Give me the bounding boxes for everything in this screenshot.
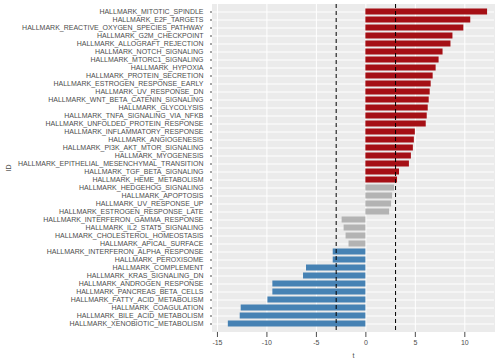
svg-text:ID: ID (5, 165, 12, 172)
svg-text:HALLMARK_MYOGENESIS: HALLMARK_MYOGENESIS (115, 152, 204, 160)
svg-text:HALLMARK_GLYCOLYSIS: HALLMARK_GLYCOLYSIS (119, 104, 204, 112)
svg-text:HALLMARK_PI3K_AKT_MTOR_SIGNALI: HALLMARK_PI3K_AKT_MTOR_SIGNALING (63, 144, 204, 152)
svg-text:0: 0 (364, 339, 368, 346)
svg-text:HALLMARK_E2F_TARGETS: HALLMARK_E2F_TARGETS (113, 16, 204, 24)
svg-text:HALLMARK_ANGIOGENESIS: HALLMARK_ANGIOGENESIS (108, 136, 204, 144)
svg-text:HALLMARK_INTERFERON_GAMMA_RESP: HALLMARK_INTERFERON_GAMMA_RESPONSE (43, 216, 204, 224)
svg-text:HALLMARK_APOPTOSIS: HALLMARK_APOPTOSIS (122, 192, 204, 200)
svg-text:HALLMARK_TNFA_SIGNALING_VIA_NF: HALLMARK_TNFA_SIGNALING_VIA_NFKB (64, 112, 204, 120)
svg-text:HALLMARK_HEDGEHOG_SIGNALING: HALLMARK_HEDGEHOG_SIGNALING (79, 184, 203, 192)
svg-text:HALLMARK_ANDROGEN_RESPONSE: HALLMARK_ANDROGEN_RESPONSE (79, 280, 204, 288)
svg-text:HALLMARK_COMPLEMENT: HALLMARK_COMPLEMENT (112, 264, 204, 272)
svg-text:HALLMARK_EPITHELIAL_MESENCHYMA: HALLMARK_EPITHELIAL_MESENCHYMAL_TRANSITI… (18, 160, 204, 168)
svg-text:HALLMARK_IL2_STAT5_SIGNALING: HALLMARK_IL2_STAT5_SIGNALING (85, 224, 203, 232)
svg-text:HALLMARK_KRAS_SIGNALING_DN: HALLMARK_KRAS_SIGNALING_DN (87, 272, 204, 280)
svg-text:-5: -5 (313, 339, 319, 346)
svg-text:HALLMARK_CHOLESTEROL_HOMEOSTAS: HALLMARK_CHOLESTEROL_HOMEOSTASIS (55, 232, 204, 240)
svg-text:HALLMARK_COAGULATION: HALLMARK_COAGULATION (111, 304, 203, 312)
svg-text:HALLMARK_HEME_METABOLISM: HALLMARK_HEME_METABOLISM (92, 176, 203, 184)
svg-text:HALLMARK_ESTROGEN_RESPONSE_EAR: HALLMARK_ESTROGEN_RESPONSE_EARLY (53, 80, 203, 88)
svg-text:HALLMARK_ESTROGEN_RESPONSE_LAT: HALLMARK_ESTROGEN_RESPONSE_LATE (59, 208, 204, 216)
svg-text:HALLMARK_BILE_ACID_METABOLISM: HALLMARK_BILE_ACID_METABOLISM (77, 312, 204, 320)
svg-text:HALLMARK_PROTEIN_SECRETION: HALLMARK_PROTEIN_SECRETION (86, 72, 203, 80)
svg-text:HALLMARK_UNFOLDED_PROTEIN_RESP: HALLMARK_UNFOLDED_PROTEIN_RESPONSE (46, 120, 204, 128)
svg-text:HALLMARK_NOTCH_SIGNALING: HALLMARK_NOTCH_SIGNALING (95, 48, 204, 56)
svg-text:10: 10 (461, 339, 469, 346)
svg-text:HALLMARK_HYPOXIA: HALLMARK_HYPOXIA (131, 64, 204, 72)
svg-text:HALLMARK_INTERFERON_ALPHA_RESP: HALLMARK_INTERFERON_ALPHA_RESPONSE (47, 248, 204, 256)
svg-text:-10: -10 (262, 339, 272, 346)
svg-text:HALLMARK_MITOTIC_SPINDLE: HALLMARK_MITOTIC_SPINDLE (99, 8, 203, 16)
svg-text:HALLMARK_APICAL_SURFACE: HALLMARK_APICAL_SURFACE (100, 240, 204, 248)
svg-text:HALLMARK_XENOBIOTIC_METABOLISM: HALLMARK_XENOBIOTIC_METABOLISM (69, 320, 203, 328)
svg-text:-15: -15 (212, 339, 222, 346)
svg-text:HALLMARK_FATTY_ACID_METABOLISM: HALLMARK_FATTY_ACID_METABOLISM (71, 296, 204, 304)
svg-text:HALLMARK_TGF_BETA_SIGNALING: HALLMARK_TGF_BETA_SIGNALING (84, 168, 203, 176)
svg-text:HALLMARK_PANCREAS_BETA_CELLS: HALLMARK_PANCREAS_BETA_CELLS (76, 288, 204, 296)
svg-text:HALLMARK_G2M_CHECKPOINT: HALLMARK_G2M_CHECKPOINT (97, 32, 204, 40)
svg-text:HALLMARK_ALLOGRAFT_REJECTION: HALLMARK_ALLOGRAFT_REJECTION (77, 40, 204, 48)
svg-text:HALLMARK_PEROXISOME: HALLMARK_PEROXISOME (115, 256, 204, 264)
svg-text:HALLMARK_UV_RESPONSE_UP: HALLMARK_UV_RESPONSE_UP (96, 200, 204, 208)
svg-text:HALLMARK_UV_RESPONSE_DN: HALLMARK_UV_RESPONSE_DN (95, 88, 203, 96)
svg-text:HALLMARK_INFLAMMATORY_RESPONSE: HALLMARK_INFLAMMATORY_RESPONSE (64, 128, 204, 136)
svg-text:HALLMARK_REACTIVE_OXYGEN_SPECI: HALLMARK_REACTIVE_OXYGEN_SPECIES_PATHWAY (22, 24, 204, 32)
svg-text:t: t (353, 352, 355, 359)
svg-text:5: 5 (413, 339, 417, 346)
svg-text:HALLMARK_MTORC1_SIGNALING: HALLMARK_MTORC1_SIGNALING (90, 56, 203, 64)
svg-text:HALLMARK_WNT_BETA_CATENIN_SIGN: HALLMARK_WNT_BETA_CATENIN_SIGNALING (48, 96, 203, 104)
